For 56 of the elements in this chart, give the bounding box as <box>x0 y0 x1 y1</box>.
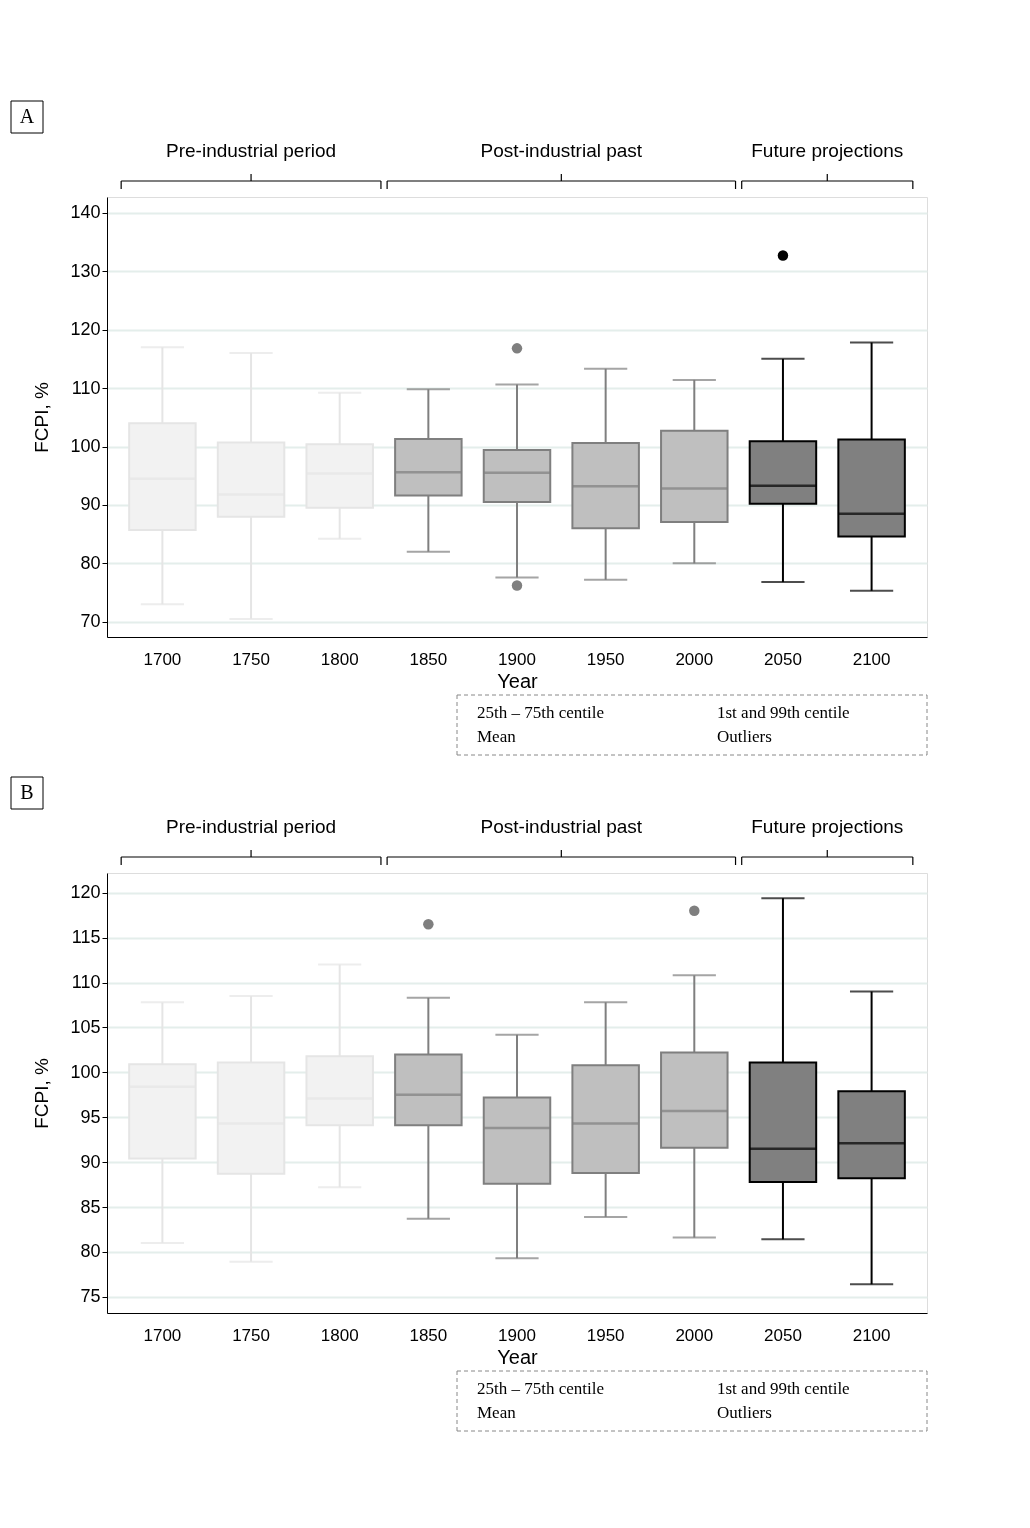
y-tick-label: 80 <box>80 1241 101 1262</box>
y-axis-title: FCPI, % <box>31 382 53 453</box>
y-tick-label: 110 <box>71 377 101 398</box>
text: Future projections <box>751 816 904 837</box>
y-tick-label: 85 <box>80 1196 101 1217</box>
y-axis-title: FCPI, % <box>31 1058 53 1129</box>
text: Pre-industrial period <box>166 140 337 161</box>
text: Mean <box>477 1403 517 1422</box>
y-tick-label: 130 <box>70 260 101 281</box>
x-tick-label: 1800 <box>320 1325 359 1345</box>
y-tick-label: 100 <box>70 436 101 457</box>
x-tick-label: 1700 <box>143 1325 182 1345</box>
x-tick-label: 1700 <box>143 649 182 669</box>
text: 25th – 75th centile <box>477 703 605 722</box>
x-tick-label: 2100 <box>852 1325 891 1345</box>
chart-title: B <box>20 781 34 803</box>
y-tick-label: 90 <box>80 1151 101 1172</box>
y-tick-label: 140 <box>70 202 101 223</box>
x-tick-label: 2050 <box>764 649 802 669</box>
y-tick-label: 70 <box>80 611 101 632</box>
x-axis-title: Year <box>497 669 539 692</box>
x-tick-label: 1950 <box>586 649 625 669</box>
text: Outliers <box>717 727 772 746</box>
x-tick-label: 1900 <box>498 649 536 669</box>
x-tick-label: 1850 <box>409 1325 448 1345</box>
text: 25th – 75th centile <box>477 1379 605 1398</box>
y-tick-label: 100 <box>70 1061 101 1082</box>
x-tick-label: 2000 <box>675 649 714 669</box>
x-tick-label: 1750 <box>232 649 270 669</box>
y-tick-label: 120 <box>70 319 101 340</box>
y-tick-label: 95 <box>80 1106 101 1127</box>
text: 1st and 99th centile <box>717 1379 850 1398</box>
text: Post-industrial past <box>480 140 643 161</box>
text: Mean <box>477 727 517 746</box>
x-tick-label: 2000 <box>675 1325 714 1345</box>
x-tick-label: 1800 <box>320 649 359 669</box>
x-tick-label: 2050 <box>764 1325 802 1345</box>
y-tick-label: 120 <box>70 882 101 903</box>
y-tick-label: 90 <box>80 494 101 515</box>
text: Pre-industrial period <box>166 816 337 837</box>
text: Future projections <box>751 140 904 161</box>
x-axis-title: Year <box>497 1345 539 1368</box>
y-tick-label: 75 <box>80 1286 101 1307</box>
x-tick-label: 1750 <box>232 1325 270 1345</box>
text: Outliers <box>717 1403 772 1422</box>
x-tick-label: 1850 <box>409 649 448 669</box>
text: Post-industrial past <box>480 816 643 837</box>
text: 1st and 99th centile <box>717 703 850 722</box>
x-tick-label: 2100 <box>852 649 891 669</box>
y-tick-label: 80 <box>80 552 101 573</box>
y-tick-label: 105 <box>70 1016 101 1037</box>
x-tick-label: 1900 <box>498 1325 536 1345</box>
y-tick-label: 110 <box>71 972 101 993</box>
y-tick-label: 115 <box>71 927 101 948</box>
chart-title: A <box>19 105 35 127</box>
x-tick-label: 1950 <box>586 1325 625 1345</box>
